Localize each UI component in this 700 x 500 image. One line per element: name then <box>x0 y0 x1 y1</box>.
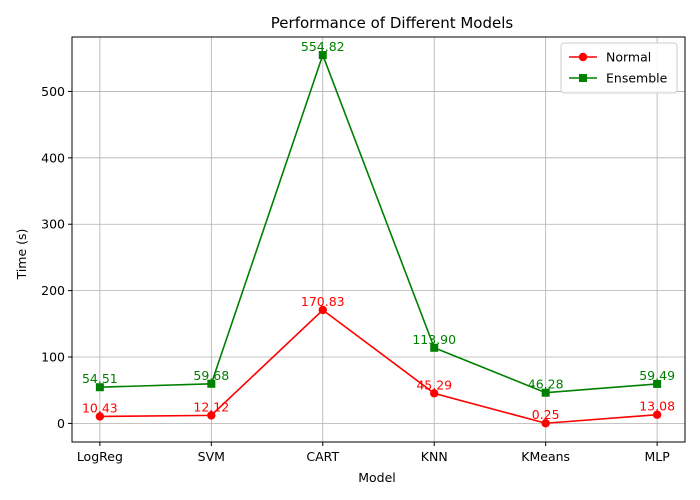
data-point-ensemble <box>430 343 439 352</box>
y-tick-label: 200 <box>41 283 65 298</box>
data-point-normal <box>541 419 550 428</box>
legend-item-ensemble: Ensemble <box>569 71 668 86</box>
data-point-normal <box>207 411 216 420</box>
grid <box>72 37 685 442</box>
data-point-ensemble <box>95 383 104 392</box>
data-point-ensemble <box>653 379 662 388</box>
data-label-ensemble: 59.49 <box>639 368 675 383</box>
series-ensemble: 54.51 59.68 554.82 113.90 46.28 59.49 <box>82 39 675 397</box>
series-line-normal <box>99 308 658 425</box>
legend-label: Normal <box>606 50 651 65</box>
series-line-ensemble <box>99 52 658 394</box>
x-axis-title: Model <box>358 470 396 485</box>
x-tick-label: MLP <box>644 449 670 464</box>
series-normal: 10.43 12.12 170.83 45.29 0.25 13.08 <box>82 294 675 428</box>
data-label-normal: 13.08 <box>639 399 675 414</box>
chart-title: Performance of Different Models <box>271 14 514 32</box>
y-axis-title: Time (s) <box>14 229 29 281</box>
data-point-normal <box>652 410 662 419</box>
data-label-normal: 170.83 <box>301 294 345 309</box>
x-axis: LogReg SVM CART KNN KMeans MLP <box>77 442 670 464</box>
data-label-ensemble: 113.90 <box>412 332 456 347</box>
y-tick-label: 0 <box>57 416 65 431</box>
x-tick-label: KNN <box>421 449 448 464</box>
data-label-normal: 10.43 <box>82 400 118 415</box>
data-point-ensemble <box>318 51 327 60</box>
data-point-normal <box>95 412 105 421</box>
x-tick-label: LogReg <box>77 449 123 464</box>
data-point-ensemble <box>541 388 550 397</box>
data-label-normal: 12.12 <box>193 399 229 414</box>
data-label-ensemble: 59.68 <box>193 368 229 383</box>
data-point-normal <box>430 389 439 398</box>
data-point-ensemble <box>207 379 216 388</box>
y-axis: 0 100 200 300 400 500 <box>41 84 72 431</box>
plot-frame <box>71 36 686 443</box>
legend-label: Ensemble <box>606 71 668 86</box>
data-label-ensemble: 46.28 <box>528 377 564 392</box>
data-label-normal: 0.25 <box>532 407 560 422</box>
legend-marker <box>579 74 587 82</box>
data-label-ensemble: 54.51 <box>82 371 118 386</box>
legend-marker <box>578 52 588 62</box>
legend: Normal Ensemble <box>560 42 678 94</box>
x-tick-label: KMeans <box>521 449 570 464</box>
data-label-normal: 45.29 <box>416 377 452 392</box>
series-layer: 10.43 12.12 170.83 45.29 0.25 13.08 54.51 59.68… <box>82 39 675 428</box>
legend-item-normal: Normal <box>569 50 651 65</box>
y-tick-label: 300 <box>41 217 65 232</box>
x-tick-label: SVM <box>198 449 225 464</box>
y-tick-label: 400 <box>41 150 65 165</box>
data-point-normal <box>318 305 327 315</box>
y-tick-label: 500 <box>41 84 65 99</box>
legend-box <box>560 42 678 94</box>
x-tick-label: CART <box>306 449 339 464</box>
data-label-ensemble: 554.82 <box>301 39 345 54</box>
y-tick-label: 100 <box>41 350 65 365</box>
